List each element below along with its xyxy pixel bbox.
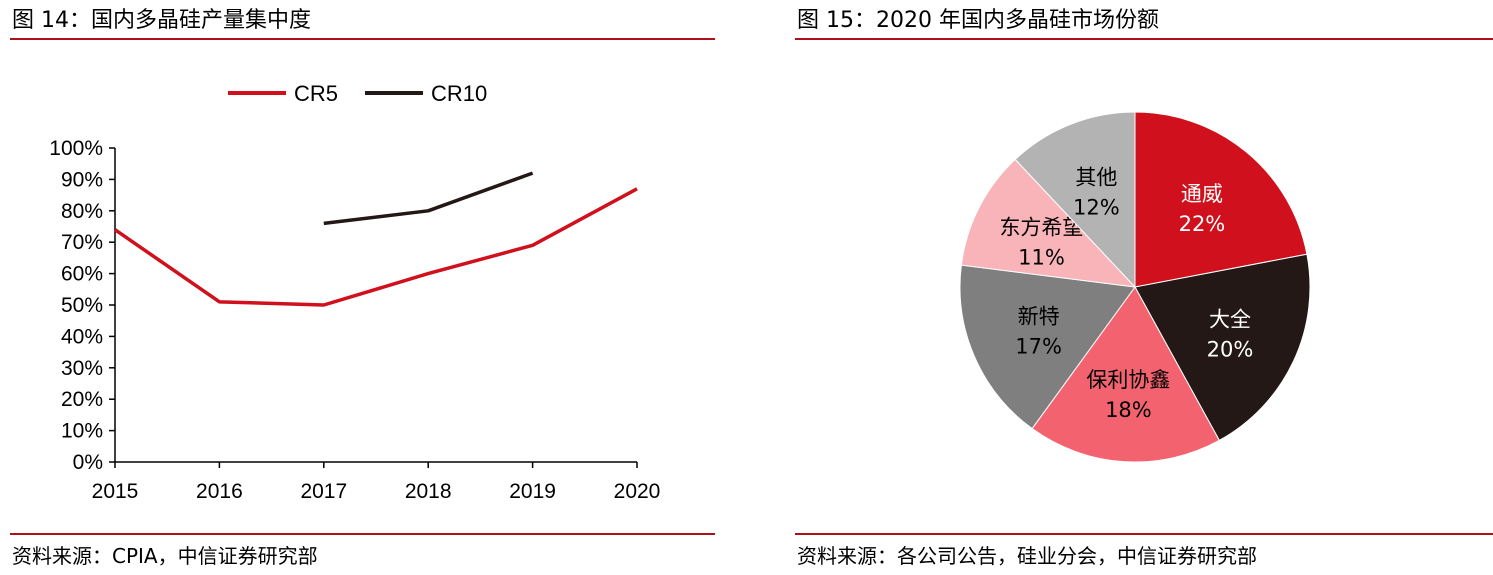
pie-slice bbox=[1134, 111, 1308, 288]
y-tick-label: 20% bbox=[61, 388, 103, 411]
x-tick-label: 2020 bbox=[614, 480, 661, 503]
y-tick-label: 30% bbox=[61, 357, 103, 380]
y-tick-label: 0% bbox=[73, 451, 103, 474]
legend-label-cr5: CR5 bbox=[294, 81, 338, 106]
pie-slice bbox=[1014, 111, 1136, 289]
pie-slice-value: 17% bbox=[1015, 335, 1062, 359]
y-tick-label: 10% bbox=[61, 420, 103, 443]
pie-slice-value: 20% bbox=[1207, 338, 1254, 362]
x-tick-label: 2017 bbox=[300, 480, 347, 503]
title-rule bbox=[795, 38, 1493, 40]
y-tick-label: 80% bbox=[61, 200, 103, 223]
line-chart: 0% 10% 20% 30% 40% 50% 60% 70% 80% 90% 100% 2015 201… bbox=[49, 81, 661, 503]
y-tick-label: 50% bbox=[61, 294, 103, 317]
y-tick-label: 40% bbox=[61, 325, 103, 348]
x-tick-label: 2018 bbox=[405, 480, 452, 503]
figure-15-title: 图 15：2020 年国内多晶硅市场份额 bbox=[797, 8, 1159, 33]
legend-label-cr10: CR10 bbox=[431, 81, 487, 106]
figure-14-panel: 图 14：国内多晶硅产量集中度 0% 10% 20% 30% 40% 50% 60% 70% 8… bbox=[0, 0, 715, 575]
pie-slice-value: 22% bbox=[1179, 212, 1226, 236]
pie-slice-name: 保利协鑫 bbox=[1086, 368, 1170, 392]
x-tick-label: 2016 bbox=[196, 480, 243, 503]
source-rule bbox=[795, 533, 1493, 535]
x-tick-label: 2019 bbox=[509, 480, 556, 503]
figure-15-panel: 图 15：2020 年国内多晶硅市场份额 通威 22% 大全 20% 保利协鑫 18% 新特… bbox=[785, 0, 1493, 575]
source-rule bbox=[10, 533, 715, 535]
pie-chart: 通威 22% 大全 20% 保利协鑫 18% 新特 17% 东方希望 11% 其他 12% bbox=[959, 111, 1311, 463]
pie-slice-value: 18% bbox=[1105, 398, 1152, 422]
pie-slice bbox=[1134, 253, 1311, 442]
figure-14-title: 图 14：国内多晶硅产量集中度 bbox=[12, 8, 311, 33]
pie-slice bbox=[959, 264, 1136, 430]
pie-slice-name: 东方希望 bbox=[999, 215, 1083, 239]
y-tick-label: 100% bbox=[49, 137, 103, 160]
pie-slice-value: 11% bbox=[1018, 245, 1065, 269]
figure-14-source: 资料来源：CPIA，中信证券研究部 bbox=[12, 544, 318, 568]
pie-slice-value: 12% bbox=[1073, 195, 1120, 219]
y-tick-label: 70% bbox=[61, 231, 103, 254]
pie-slice-name: 其他 bbox=[1075, 165, 1117, 189]
pie-slice-name: 通威 bbox=[1181, 182, 1223, 206]
figure-15-source: 资料来源：各公司公告，硅业分会，中信证券研究部 bbox=[797, 544, 1257, 568]
y-tick-label: 90% bbox=[61, 168, 103, 191]
title-rule bbox=[10, 38, 715, 40]
x-tick-label: 2015 bbox=[92, 480, 139, 503]
series-line-cr10 bbox=[323, 171, 534, 226]
pie-slice bbox=[960, 158, 1137, 288]
series-line-cr5 bbox=[114, 187, 638, 307]
pie-slice-name: 大全 bbox=[1209, 308, 1251, 332]
pie-slice bbox=[1031, 286, 1220, 463]
y-tick-label: 60% bbox=[61, 263, 103, 286]
pie-slice-name: 新特 bbox=[1018, 305, 1060, 329]
